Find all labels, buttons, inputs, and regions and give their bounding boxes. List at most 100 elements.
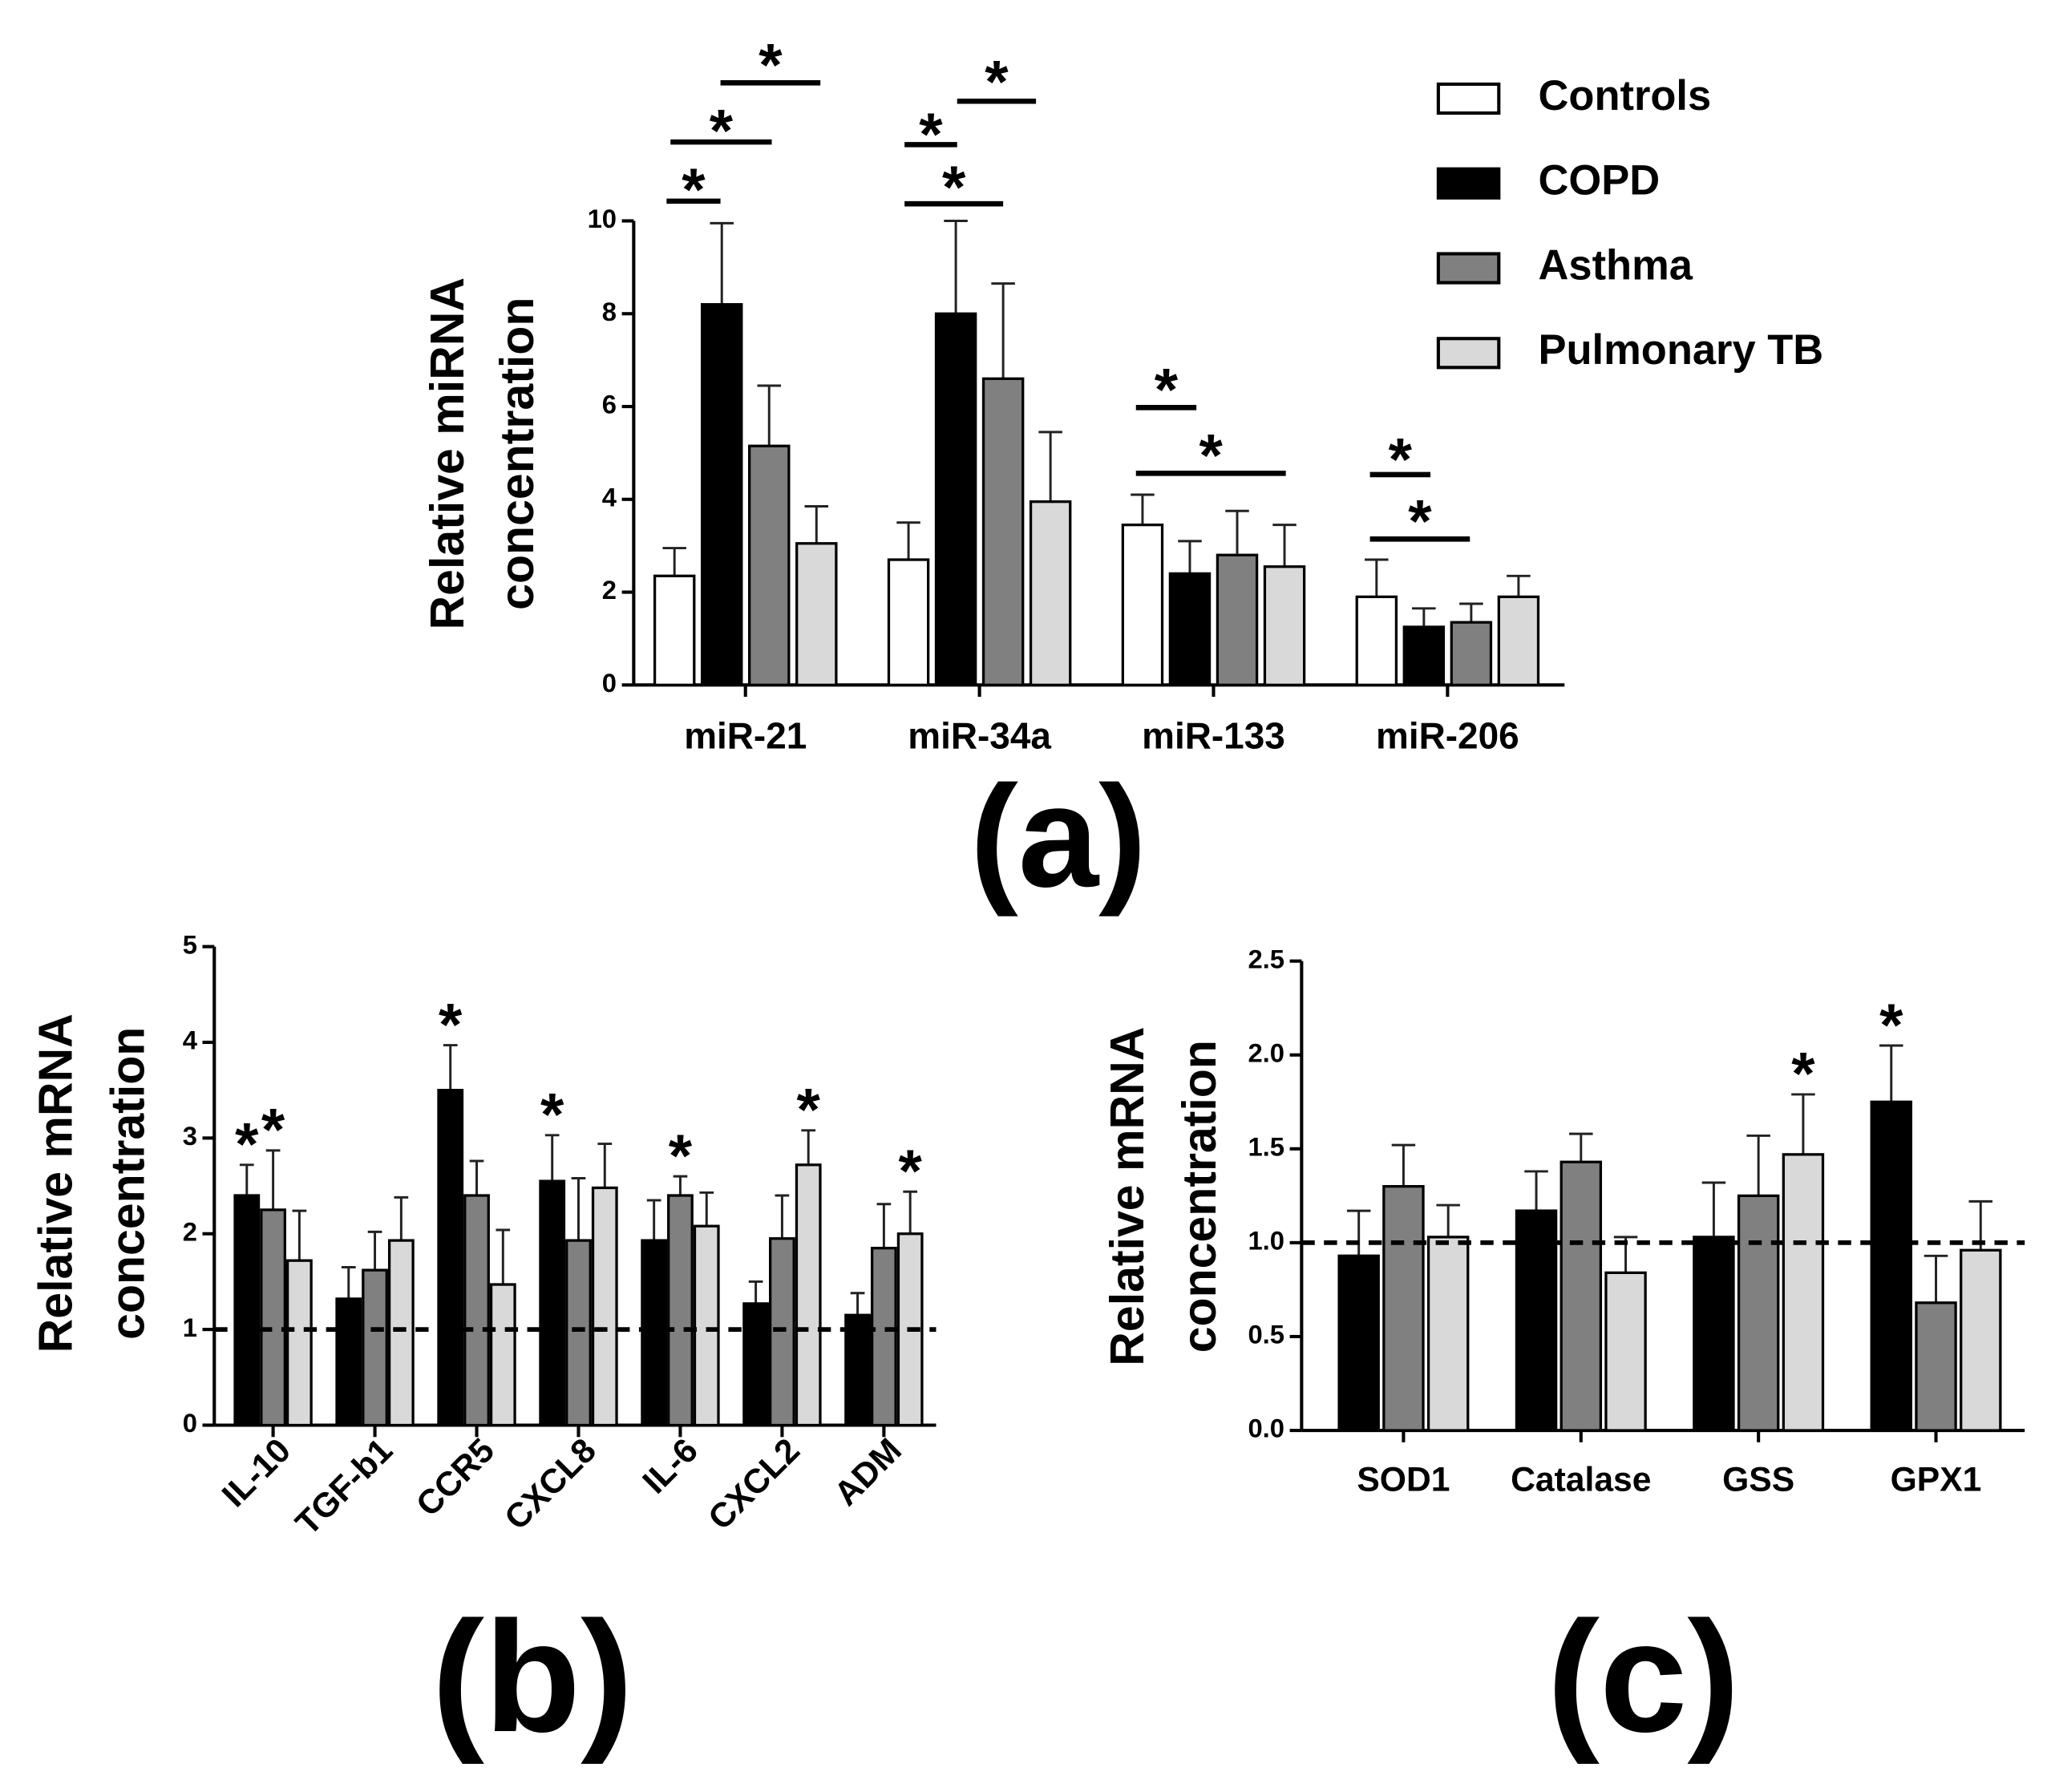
bar xyxy=(1497,595,1540,686)
x-tick-label: CXCL2 xyxy=(701,1431,807,1538)
x-tick-label: miR-21 xyxy=(684,715,807,757)
bar xyxy=(795,542,838,686)
significance-star: * xyxy=(942,153,966,220)
y-axis-label: concentration xyxy=(491,297,544,610)
bar xyxy=(591,1186,618,1427)
legend-swatch xyxy=(1436,82,1501,115)
x-tick-label: miR-34a xyxy=(908,715,1051,757)
significance-star: * xyxy=(898,1137,922,1204)
significance-star: * xyxy=(235,1110,259,1178)
bar xyxy=(387,1239,415,1427)
bar xyxy=(539,1179,566,1427)
bar xyxy=(565,1239,592,1427)
bar xyxy=(1168,572,1212,686)
significance-star: * xyxy=(1389,426,1413,493)
bar xyxy=(260,1208,286,1427)
y-tick-label: 2.5 xyxy=(1248,944,1284,973)
significance-star: * xyxy=(797,1076,821,1143)
bar xyxy=(887,558,930,686)
panel-label: (b) xyxy=(431,1588,633,1765)
bar xyxy=(981,377,1025,686)
panel-label: (a) xyxy=(970,756,1147,917)
significance-star: * xyxy=(669,1122,693,1189)
bar xyxy=(700,303,743,686)
bar xyxy=(1402,625,1446,686)
legend-label: Asthma xyxy=(1539,242,1693,289)
y-axis-label: Relative mRNA xyxy=(1101,1027,1154,1366)
bar xyxy=(285,1259,313,1427)
y-tick-label: 0.0 xyxy=(1248,1414,1284,1443)
legend-label: Pulmonary TB xyxy=(1539,327,1824,374)
y-tick-label: 6 xyxy=(602,390,617,419)
y-tick-label: 0 xyxy=(183,1408,197,1438)
y-tick-label: 1.0 xyxy=(1248,1226,1284,1256)
bar xyxy=(1426,1236,1470,1432)
x-tick-label: SOD1 xyxy=(1357,1460,1450,1499)
bar xyxy=(335,1297,362,1427)
legend-label: COPD xyxy=(1539,158,1661,204)
bar xyxy=(1515,1209,1558,1432)
legend-swatch xyxy=(1436,167,1501,200)
significance-star: * xyxy=(1199,422,1224,489)
bar xyxy=(653,574,696,686)
significance-star: * xyxy=(439,991,463,1058)
bar xyxy=(1782,1153,1825,1432)
x-tick-label: IL-10 xyxy=(215,1431,298,1515)
bar xyxy=(1216,553,1259,686)
bar xyxy=(233,1194,261,1427)
y-tick-label: 2 xyxy=(602,575,617,605)
y-axis-label: concentration xyxy=(102,1027,155,1340)
bar xyxy=(1870,1100,1913,1432)
bar xyxy=(1382,1185,1425,1432)
bar xyxy=(769,1237,795,1427)
bar xyxy=(742,1302,770,1427)
legend-label: Controls xyxy=(1539,73,1712,119)
bar xyxy=(641,1239,668,1427)
x-tick-label: CCR5 xyxy=(409,1431,502,1524)
bar xyxy=(844,1313,871,1427)
x-tick-label: CXCL8 xyxy=(497,1431,604,1538)
significance-star: * xyxy=(1879,991,1903,1058)
bar xyxy=(1915,1301,1957,1432)
x-tick-label: TGF-b1 xyxy=(289,1431,400,1543)
y-tick-label: 8 xyxy=(602,297,617,326)
bar xyxy=(1960,1248,2002,1432)
bar xyxy=(795,1163,822,1427)
bar xyxy=(870,1247,897,1427)
significance-star: * xyxy=(261,1096,285,1163)
significance-star: * xyxy=(710,97,734,164)
significance-star: * xyxy=(759,31,783,99)
bar xyxy=(693,1224,720,1427)
x-tick-label: miR-133 xyxy=(1142,715,1285,757)
bar xyxy=(1737,1194,1780,1432)
significance-star: * xyxy=(985,48,1009,115)
bar xyxy=(667,1194,694,1427)
bar xyxy=(934,312,977,686)
y-tick-label: 4 xyxy=(602,482,617,512)
y-tick-label: 2.0 xyxy=(1248,1038,1284,1067)
bar xyxy=(1337,1254,1380,1432)
y-tick-label: 3 xyxy=(183,1121,197,1151)
significance-star: * xyxy=(540,1081,564,1148)
y-tick-label: 4 xyxy=(183,1025,198,1055)
bar xyxy=(1559,1160,1603,1432)
y-tick-label: 10 xyxy=(588,204,617,233)
y-tick-label: 5 xyxy=(183,929,197,959)
legend-swatch xyxy=(1436,252,1501,285)
bar xyxy=(437,1089,464,1427)
bar xyxy=(748,444,791,686)
x-tick-label: IL-6 xyxy=(635,1431,706,1502)
y-tick-label: 2 xyxy=(183,1216,197,1246)
bar xyxy=(1693,1236,1735,1432)
x-tick-label: Catalase xyxy=(1511,1460,1651,1499)
x-tick-label: GPX1 xyxy=(1891,1460,1982,1499)
significance-star: * xyxy=(1155,356,1179,423)
y-tick-label: 0.5 xyxy=(1248,1320,1284,1349)
y-axis-label: concentration xyxy=(1173,1040,1226,1353)
bar xyxy=(362,1268,388,1427)
y-axis-label: Relative miRNA xyxy=(421,277,474,629)
y-axis-label: Relative mRNA xyxy=(29,1013,82,1353)
y-tick-label: 0 xyxy=(602,668,617,698)
